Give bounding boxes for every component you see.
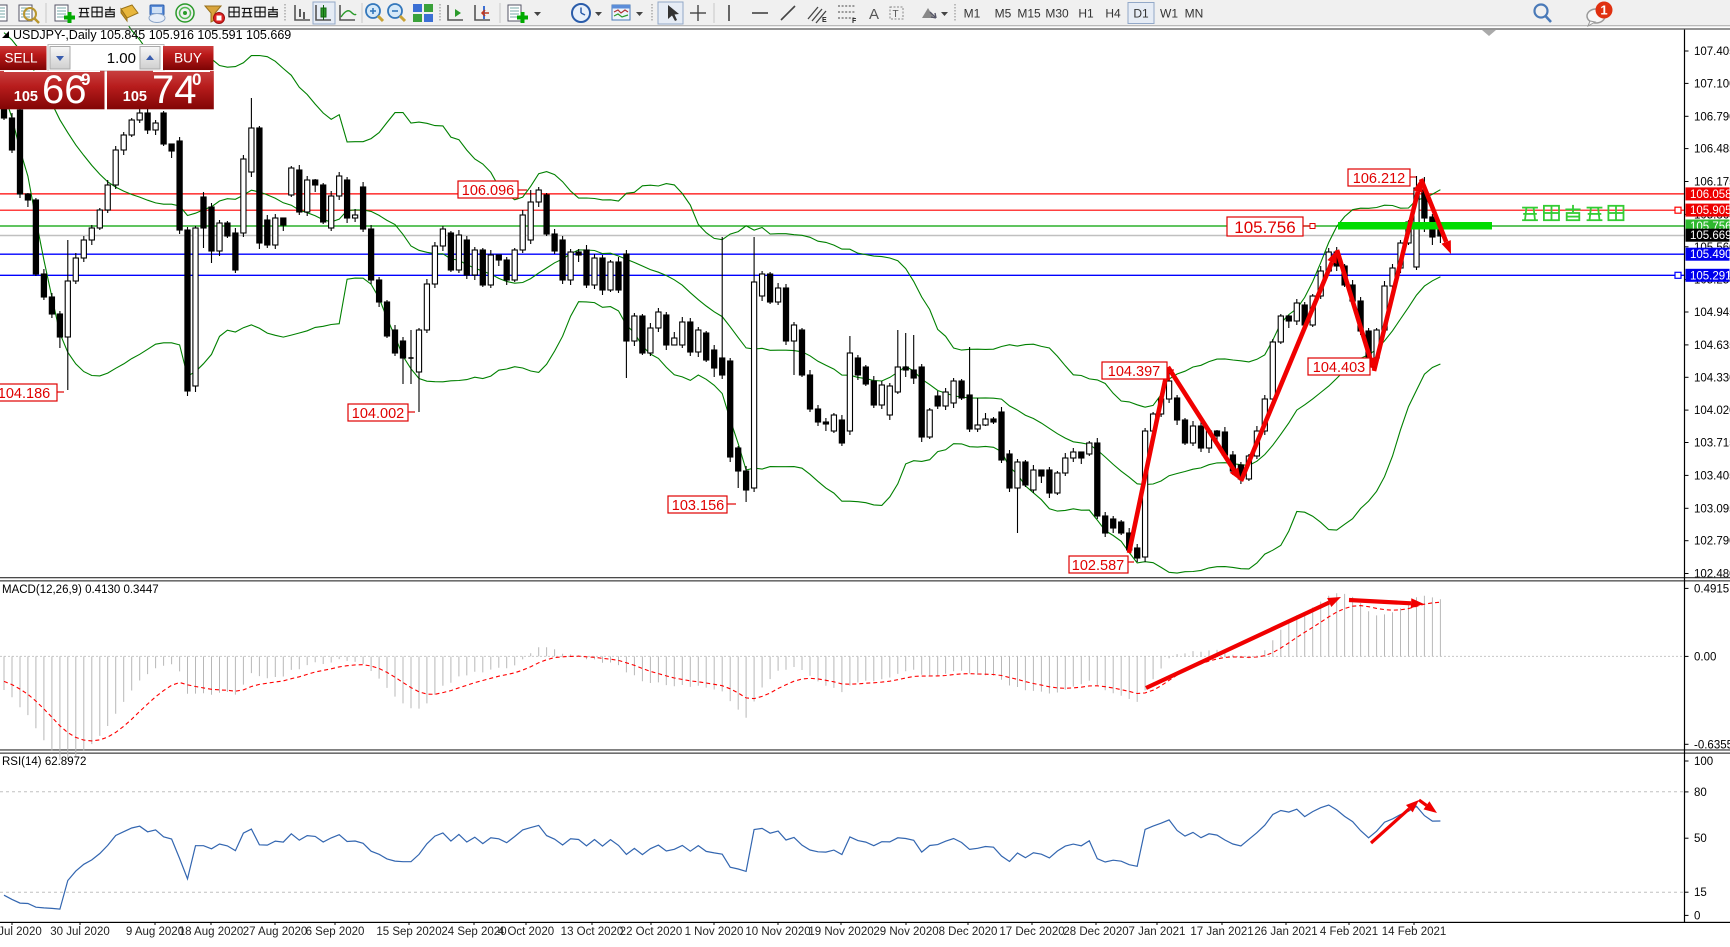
svg-text:105.490: 105.490 <box>1690 249 1730 261</box>
svg-text:105.905: 105.905 <box>1690 205 1730 217</box>
svg-text:0.00: 0.00 <box>1694 651 1716 663</box>
svg-text:MN: MN <box>1185 7 1204 21</box>
svg-text:80: 80 <box>1694 787 1707 799</box>
svg-text:SELL: SELL <box>4 51 38 66</box>
svg-text:1: 1 <box>1600 3 1607 18</box>
svg-text:T: T <box>893 9 899 20</box>
svg-text:19 Nov 2020: 19 Nov 2020 <box>808 926 873 938</box>
svg-text:-0.6355: -0.6355 <box>1694 739 1730 751</box>
svg-text:0: 0 <box>1694 910 1700 922</box>
svg-text:106.485: 106.485 <box>1694 144 1730 156</box>
svg-text:104.635: 104.635 <box>1694 340 1730 352</box>
svg-text:M1: M1 <box>964 7 981 21</box>
svg-text:H4: H4 <box>1105 7 1121 21</box>
svg-text:104.945: 104.945 <box>1694 307 1730 319</box>
svg-text:28 Dec 2020: 28 Dec 2020 <box>1063 926 1128 938</box>
svg-text:E: E <box>822 17 827 24</box>
svg-text:18 Aug 2020: 18 Aug 2020 <box>179 926 244 938</box>
svg-text:106.212: 106.212 <box>1353 171 1405 187</box>
svg-text:103.156: 103.156 <box>672 498 724 514</box>
svg-text:102.480: 102.480 <box>1694 569 1730 581</box>
svg-text:8 Dec 2020: 8 Dec 2020 <box>939 926 998 938</box>
svg-text:RSI(14) 62.8972: RSI(14) 62.8972 <box>2 756 86 768</box>
svg-text:17 Dec 2020: 17 Dec 2020 <box>999 926 1064 938</box>
svg-text:30 Jul 2020: 30 Jul 2020 <box>50 926 109 938</box>
svg-text:104.397: 104.397 <box>1108 364 1160 380</box>
svg-text:104.186: 104.186 <box>0 386 50 402</box>
svg-text:50: 50 <box>1694 833 1707 845</box>
svg-text:D1: D1 <box>1133 7 1149 21</box>
svg-text:17 Jan 2021: 17 Jan 2021 <box>1190 926 1253 938</box>
svg-text:0.4915: 0.4915 <box>1694 583 1729 595</box>
svg-text:27 Aug 2020: 27 Aug 2020 <box>243 926 308 938</box>
svg-text:0: 0 <box>192 70 201 89</box>
svg-text:107.100: 107.100 <box>1694 78 1730 90</box>
svg-text:13 Oct 2020: 13 Oct 2020 <box>561 926 624 938</box>
svg-text:105.756: 105.756 <box>1234 218 1295 237</box>
svg-text:MACD(12,26,9) 0.4130 0.3447: MACD(12,26,9) 0.4130 0.3447 <box>2 584 159 596</box>
svg-text:21 Jul 2020: 21 Jul 2020 <box>0 926 42 938</box>
svg-text:66: 66 <box>42 68 87 112</box>
svg-text:7 Jan 2021: 7 Jan 2021 <box>1129 926 1186 938</box>
svg-text:106.175: 106.175 <box>1694 177 1730 189</box>
svg-text:105: 105 <box>14 89 38 105</box>
svg-text:107.405: 107.405 <box>1694 46 1730 58</box>
svg-text:F: F <box>852 18 857 25</box>
svg-text:102.790: 102.790 <box>1694 536 1730 548</box>
svg-text:15 Sep 2020: 15 Sep 2020 <box>376 926 441 938</box>
svg-text:14 Feb 2021: 14 Feb 2021 <box>1382 926 1447 938</box>
svg-text:106.096: 106.096 <box>462 183 514 199</box>
svg-text:106.790: 106.790 <box>1694 111 1730 123</box>
svg-text:104.330: 104.330 <box>1694 372 1730 384</box>
svg-text:10 Nov 2020: 10 Nov 2020 <box>745 926 810 938</box>
svg-text:103.095: 103.095 <box>1694 503 1730 515</box>
svg-text:1.00: 1.00 <box>107 50 136 67</box>
svg-text:103.715: 103.715 <box>1694 438 1730 450</box>
svg-text:103.405: 103.405 <box>1694 470 1730 482</box>
svg-text:BUY: BUY <box>174 51 202 66</box>
svg-text:M5: M5 <box>995 7 1012 21</box>
svg-text:A: A <box>869 6 879 23</box>
svg-text:15: 15 <box>1694 887 1707 899</box>
svg-text:M15: M15 <box>1017 7 1041 21</box>
svg-text:22 Oct 2020: 22 Oct 2020 <box>620 926 683 938</box>
svg-text:M30: M30 <box>1045 7 1069 21</box>
svg-text:USDJPY-,Daily 105.845 105.916: USDJPY-,Daily 105.845 105.916 105.591 10… <box>13 28 291 42</box>
svg-text:9 Aug 2020: 9 Aug 2020 <box>126 926 184 938</box>
svg-text:104.002: 104.002 <box>352 406 404 422</box>
svg-text:4 Feb 2021: 4 Feb 2021 <box>1320 926 1378 938</box>
svg-text:1 Nov 2020: 1 Nov 2020 <box>685 926 744 938</box>
svg-text:105.669: 105.669 <box>1690 230 1730 242</box>
svg-text:74: 74 <box>152 68 197 112</box>
svg-text:9: 9 <box>81 70 90 89</box>
svg-text:105: 105 <box>123 89 147 105</box>
svg-text:4 Oct 2020: 4 Oct 2020 <box>498 926 554 938</box>
svg-text:104.020: 104.020 <box>1694 405 1730 417</box>
svg-text:6 Sep 2020: 6 Sep 2020 <box>306 926 365 938</box>
svg-text:105.291: 105.291 <box>1690 270 1730 282</box>
svg-text:106.058: 106.058 <box>1690 189 1730 201</box>
svg-text:104.403: 104.403 <box>1313 360 1365 376</box>
svg-text:W1: W1 <box>1160 7 1178 21</box>
svg-text:26 Jan 2021: 26 Jan 2021 <box>1254 926 1317 938</box>
svg-text:24 Sep 2020: 24 Sep 2020 <box>441 926 506 938</box>
svg-text:H1: H1 <box>1078 7 1094 21</box>
svg-text:102.587: 102.587 <box>1072 558 1124 574</box>
svg-text:100: 100 <box>1694 756 1713 768</box>
svg-text:29 Nov 2020: 29 Nov 2020 <box>873 926 938 938</box>
